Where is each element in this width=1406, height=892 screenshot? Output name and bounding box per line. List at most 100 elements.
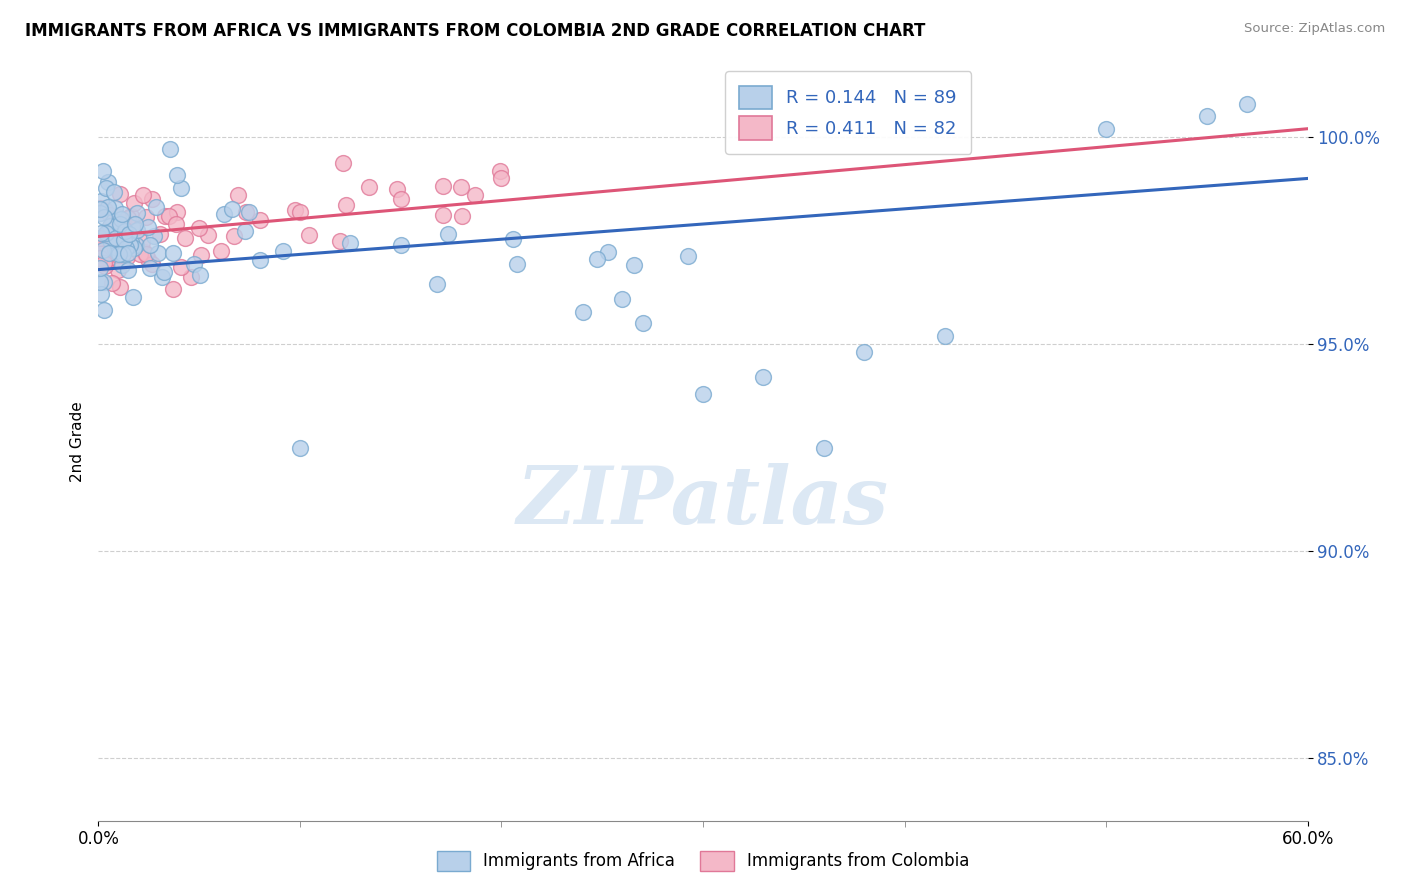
- Point: [153, 265, 176, 279]
- Point: [110, 186, 132, 201]
- Point: [104, 233, 127, 247]
- Point: [571, 305, 593, 319]
- Point: [93, 255, 115, 269]
- Point: [89, 275, 111, 289]
- Point: [93, 259, 115, 273]
- Point: [135, 211, 157, 225]
- Point: [197, 228, 219, 243]
- Point: [91, 164, 114, 178]
- Point: [505, 257, 527, 271]
- Point: [174, 230, 197, 244]
- Point: [209, 244, 232, 258]
- Point: [162, 281, 184, 295]
- Point: [124, 218, 146, 232]
- Point: [90, 287, 112, 301]
- Point: [153, 209, 176, 223]
- Legend: R = 0.144   N = 89, R = 0.411   N = 82: R = 0.144 N = 89, R = 0.411 N = 82: [725, 71, 972, 154]
- Point: [114, 223, 136, 237]
- Point: [90, 227, 112, 241]
- Point: [91, 243, 114, 257]
- Point: [752, 370, 775, 384]
- Point: [139, 261, 162, 276]
- Point: [118, 238, 141, 252]
- Text: ZIPatlas: ZIPatlas: [517, 464, 889, 541]
- Point: [132, 188, 155, 202]
- Point: [111, 218, 134, 232]
- Point: [89, 246, 111, 260]
- Point: [125, 237, 148, 252]
- Point: [89, 201, 111, 215]
- Point: [110, 212, 132, 227]
- Point: [169, 260, 191, 274]
- Point: [89, 245, 111, 260]
- Point: [89, 252, 111, 266]
- Point: [224, 229, 246, 244]
- Point: [107, 262, 129, 277]
- Point: [120, 235, 142, 249]
- Point: [96, 239, 118, 253]
- Point: [107, 248, 129, 262]
- Point: [111, 207, 134, 221]
- Point: [436, 227, 458, 241]
- Point: [166, 168, 188, 182]
- Point: [335, 197, 357, 211]
- Point: [117, 263, 139, 277]
- Point: [585, 252, 607, 266]
- Point: [238, 204, 260, 219]
- Point: [90, 194, 112, 209]
- Point: [89, 260, 111, 275]
- Point: [357, 179, 380, 194]
- Point: [170, 181, 193, 195]
- Point: [139, 238, 162, 252]
- Y-axis label: 2nd Grade: 2nd Grade: [69, 401, 84, 482]
- Point: [150, 269, 173, 284]
- Point: [426, 277, 449, 291]
- Point: [101, 213, 124, 227]
- Point: [122, 289, 145, 303]
- Point: [502, 232, 524, 246]
- Point: [389, 238, 412, 252]
- Point: [450, 179, 472, 194]
- Point: [124, 241, 146, 255]
- Point: [105, 241, 128, 255]
- Point: [120, 209, 142, 223]
- Point: [249, 253, 271, 268]
- Point: [110, 280, 132, 294]
- Point: [432, 208, 454, 222]
- Point: [141, 192, 163, 206]
- Point: [491, 171, 513, 186]
- Point: [89, 202, 111, 216]
- Point: [249, 213, 271, 227]
- Point: [114, 227, 136, 241]
- Point: [121, 220, 143, 235]
- Point: [98, 251, 121, 265]
- Point: [112, 221, 135, 235]
- Point: [1195, 109, 1218, 123]
- Point: [1095, 121, 1118, 136]
- Point: [623, 258, 645, 272]
- Point: [89, 206, 111, 220]
- Point: [138, 252, 160, 266]
- Point: [142, 228, 165, 243]
- Point: [97, 175, 120, 189]
- Point: [98, 208, 121, 222]
- Point: [188, 268, 211, 282]
- Point: [89, 235, 111, 250]
- Point: [118, 227, 141, 241]
- Point: [115, 241, 138, 255]
- Point: [111, 258, 134, 272]
- Point: [117, 246, 139, 260]
- Point: [105, 231, 128, 245]
- Point: [288, 441, 311, 455]
- Point: [112, 216, 135, 230]
- Point: [96, 235, 118, 249]
- Point: [813, 441, 835, 455]
- Point: [98, 219, 121, 234]
- Point: [387, 182, 409, 196]
- Point: [298, 227, 321, 242]
- Point: [93, 210, 115, 224]
- Point: [389, 192, 412, 206]
- Point: [157, 209, 180, 223]
- Point: [89, 231, 111, 245]
- Legend: Immigrants from Africa, Immigrants from Colombia: Immigrants from Africa, Immigrants from …: [429, 842, 977, 880]
